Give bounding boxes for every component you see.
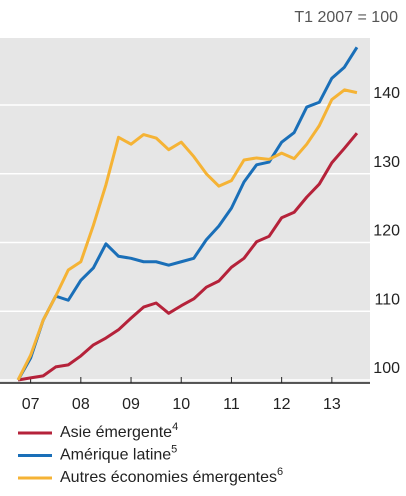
x-tick-label: 11 bbox=[223, 396, 240, 413]
y-tick-label: 100 bbox=[373, 360, 400, 377]
legend-name: Autres économies émergentes bbox=[60, 469, 277, 486]
data-line bbox=[16, 46, 359, 381]
legend-footnote: 6 bbox=[277, 466, 283, 478]
x-tick-label: 13 bbox=[323, 396, 341, 413]
legend-label: Autres économies émergentes6 bbox=[60, 466, 283, 486]
plot-background bbox=[0, 38, 370, 383]
legend-footnote: 4 bbox=[172, 421, 178, 433]
legend-label: Asie émergente4 bbox=[60, 421, 178, 441]
legend-name: Amérique latine bbox=[60, 447, 171, 464]
y-tick-label: 140 bbox=[373, 85, 400, 102]
x-tick-label: 08 bbox=[72, 396, 90, 413]
x-tick-label: 12 bbox=[273, 396, 291, 413]
y-tick-label: 110 bbox=[374, 291, 400, 308]
legend-footnote: 5 bbox=[171, 443, 177, 455]
x-tick-label: 09 bbox=[122, 396, 140, 413]
x-tick-label: 10 bbox=[172, 396, 190, 413]
legend-name: Asie émergente bbox=[60, 424, 172, 441]
data-line bbox=[16, 88, 358, 381]
unit-label: T1 2007 = 100 bbox=[294, 9, 398, 26]
legend-label: Amérique latine5 bbox=[60, 443, 177, 463]
y-tick-label: 120 bbox=[373, 223, 400, 240]
x-tick-label: 07 bbox=[22, 396, 40, 413]
y-tick-label: 130 bbox=[373, 154, 400, 171]
data-line bbox=[17, 132, 359, 382]
